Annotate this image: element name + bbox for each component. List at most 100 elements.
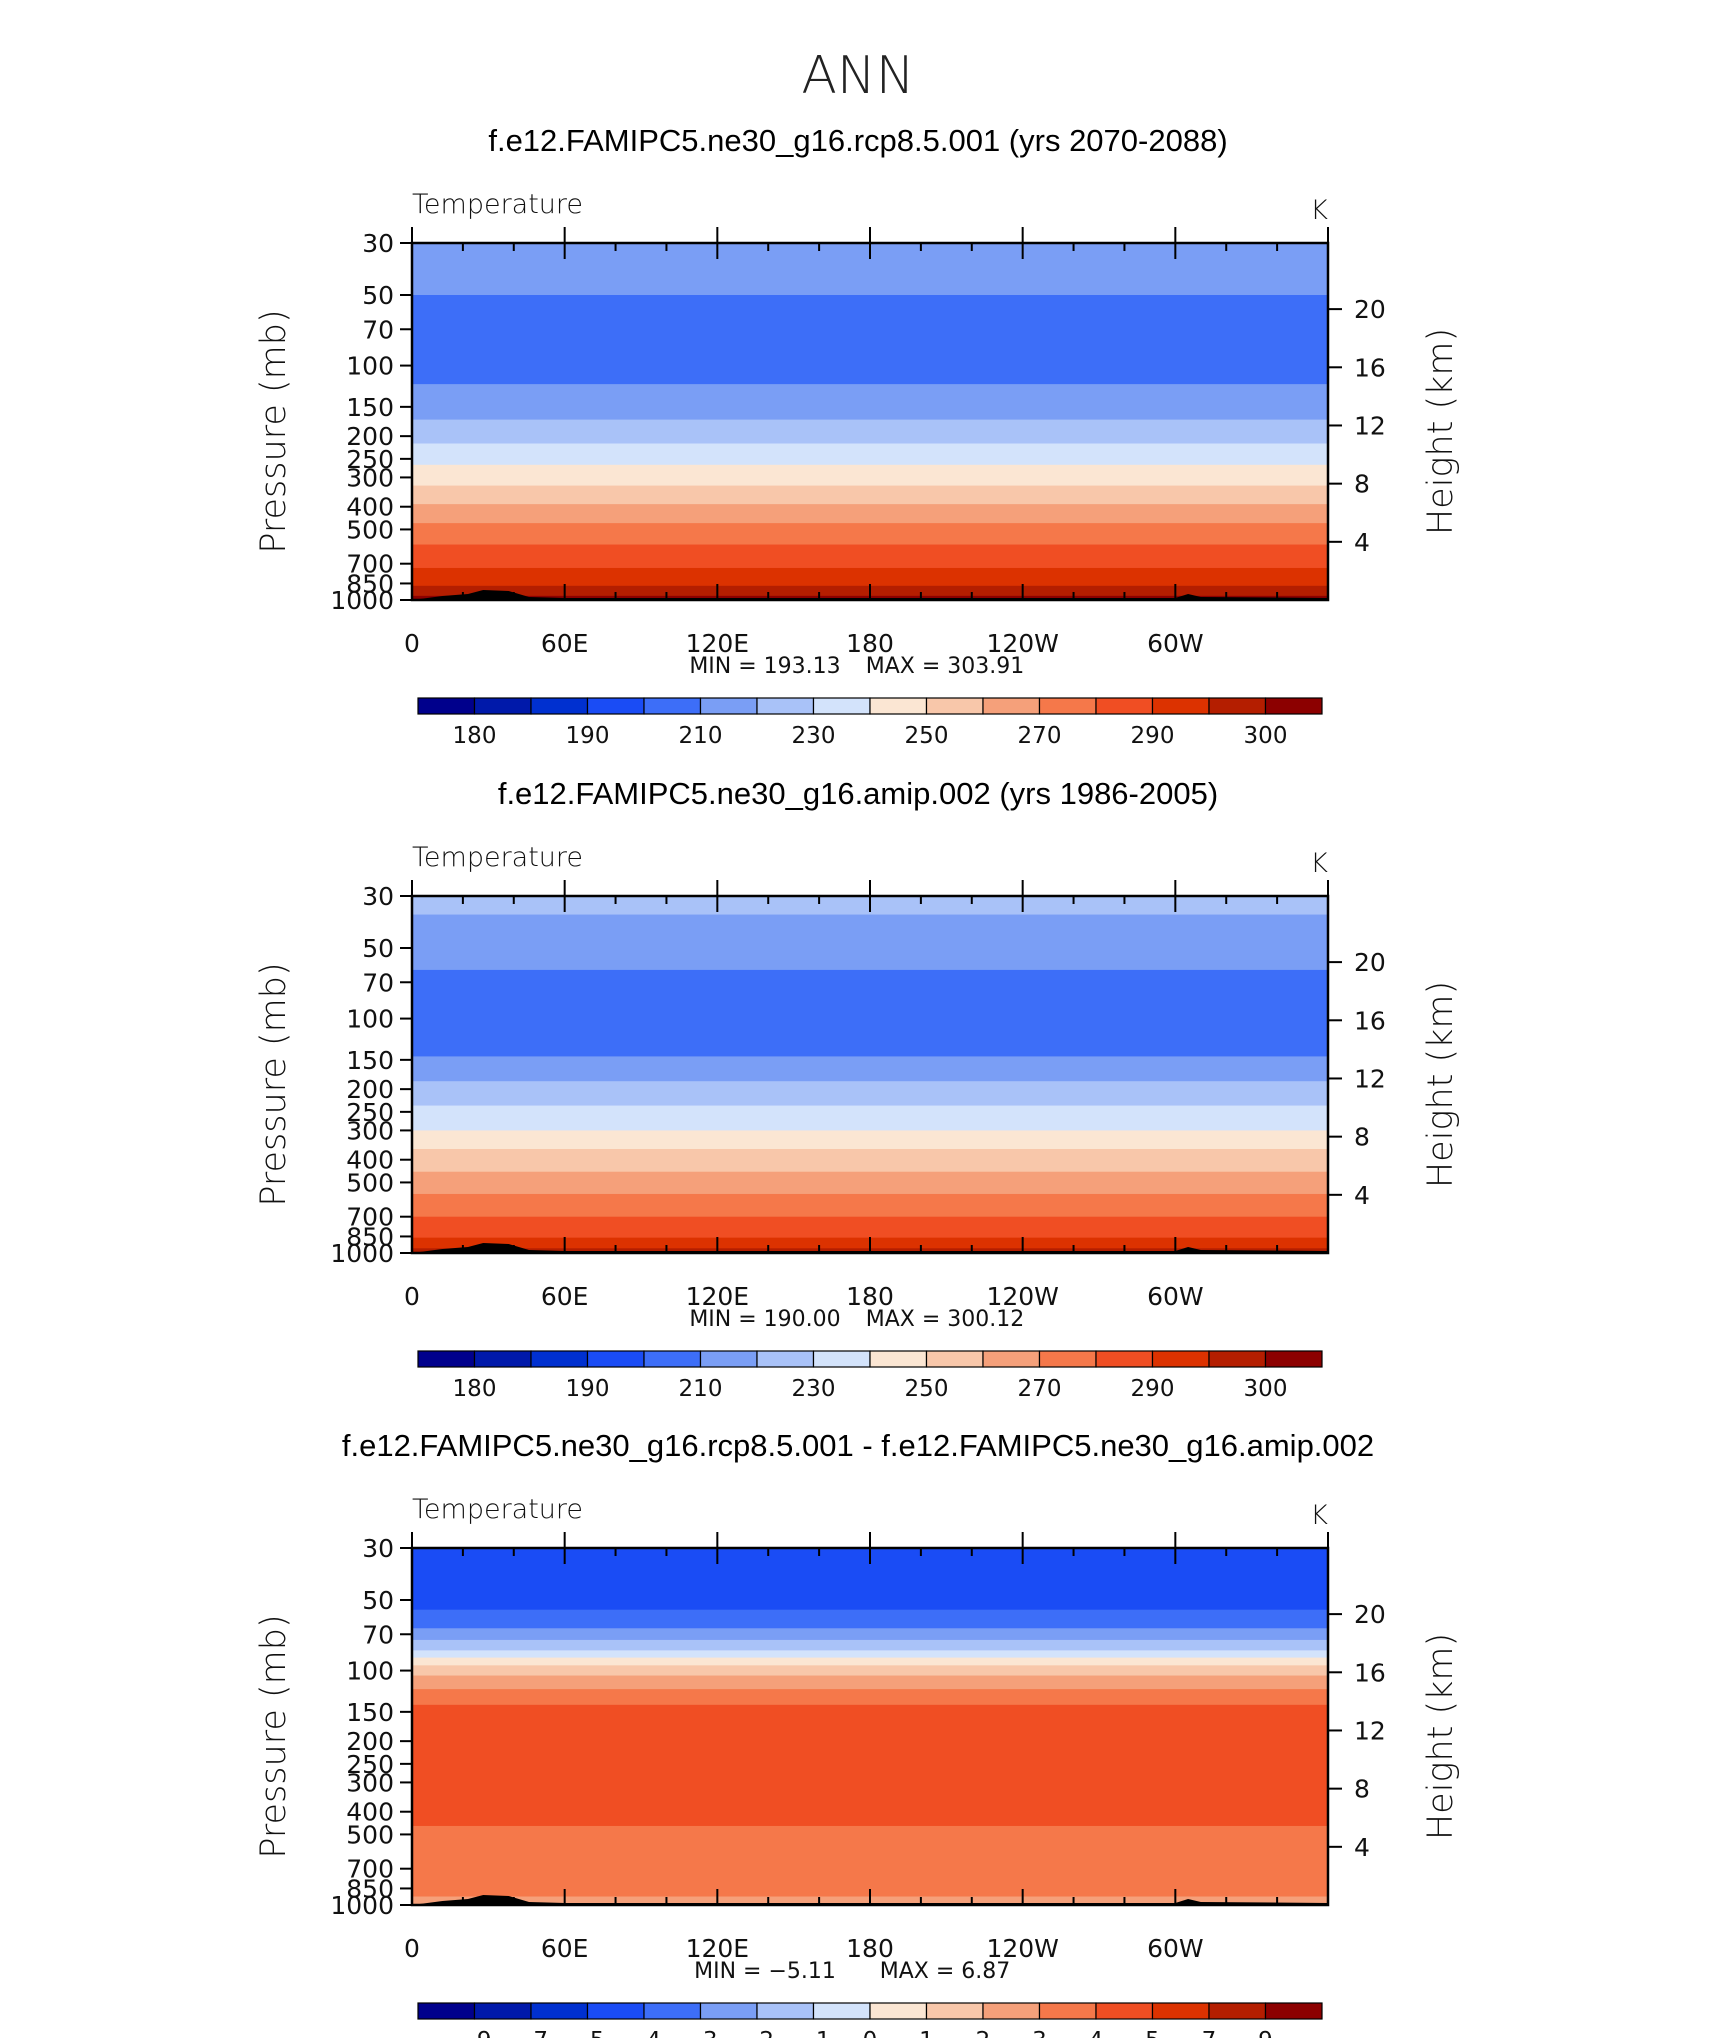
contour-band: [412, 1825, 1328, 1898]
contour-band: [412, 1130, 1328, 1150]
min-label: MIN = −5.11: [694, 1959, 836, 1984]
y-tick-label: 500: [346, 1168, 394, 1197]
x-tick-label: 0: [404, 1282, 420, 1311]
y-tick-label: 200: [346, 1075, 394, 1104]
y-tick-label: 50: [362, 934, 394, 963]
colorbar-box: [643, 1350, 702, 1368]
contour-band: [412, 1105, 1328, 1132]
right-tick-label: 8: [1354, 470, 1370, 499]
panel-3: [400, 1532, 1342, 2020]
right-tick-label: 8: [1354, 1775, 1370, 1804]
colorbar-box: [1038, 1350, 1097, 1368]
x-tick-label: 120E: [686, 1934, 750, 1963]
panel-title: f.e12.FAMIPC5.ne30_g16.rcp8.5.001 (yrs 2…: [488, 123, 1227, 158]
y-axis-label: Pressure (mb): [254, 962, 294, 1206]
right-tick-label: 20: [1354, 1600, 1386, 1629]
colorbar-box: [925, 1350, 984, 1368]
variable-label: Temperature: [412, 189, 583, 220]
x-tick-label: 180: [846, 1934, 894, 1963]
y-tick-label: 70: [362, 1620, 394, 1649]
colorbar-label: −2: [740, 2028, 774, 2038]
colorbar-box: [643, 2002, 702, 2020]
y-tick-label: 300: [346, 1116, 394, 1145]
colorbar-box: [756, 2002, 815, 2020]
colorbar-label: 190: [566, 723, 610, 749]
contour-band: [412, 1665, 1328, 1677]
right-tick-label: 12: [1354, 411, 1386, 440]
colorbar-box: [473, 697, 532, 715]
y-tick-label: 1000: [330, 1239, 394, 1268]
variable-label: Temperature: [412, 842, 583, 873]
contour-band: [412, 1148, 1328, 1173]
contour-band: [412, 1081, 1328, 1107]
contour-band: [412, 443, 1328, 466]
colorbar-box: [417, 1350, 476, 1368]
colorbar-box: [699, 1350, 758, 1368]
colorbar-label: −7: [514, 2028, 548, 2038]
y-tick-label: 1000: [330, 1891, 394, 1920]
x-tick-label: 60E: [541, 1934, 589, 1963]
contour-band: [412, 1216, 1328, 1239]
min-label: MIN = 190.00: [689, 1307, 840, 1332]
y-tick-label: 700: [346, 1203, 394, 1232]
colorbar-label: 270: [1018, 1376, 1062, 1402]
contour-band: [412, 1171, 1328, 1195]
colorbar-box: [643, 697, 702, 715]
max-label: MAX = 303.91: [866, 654, 1025, 679]
colorbar-label: −1: [797, 2028, 831, 2038]
colorbar-box: [1095, 2002, 1154, 2020]
contour-band: [412, 485, 1328, 505]
colorbar-label: 7: [1202, 2028, 1217, 2038]
right-tick-label: 8: [1354, 1123, 1370, 1152]
y-tick-label: 150: [346, 1046, 394, 1075]
y-tick-label: 400: [346, 1146, 394, 1175]
colorbar-box: [756, 1350, 815, 1368]
right-tick-label: 16: [1354, 1658, 1386, 1687]
colorbar-label: 250: [905, 1376, 949, 1402]
y-tick-label: 50: [362, 1586, 394, 1615]
y-tick-label: 100: [346, 1657, 394, 1686]
contour-field: [412, 896, 1328, 1253]
colorbar-box: [812, 2002, 871, 2020]
colorbar-label: 4: [1089, 2028, 1104, 2038]
y-tick-label: 50: [362, 281, 394, 310]
colorbar-box: [1095, 697, 1154, 715]
colorbar-label: 210: [679, 723, 723, 749]
contour-field: [412, 1548, 1328, 1905]
right-axis-label: Height (km): [1421, 981, 1461, 1188]
y-tick-label: 400: [346, 1798, 394, 1827]
x-tick-label: 0: [404, 629, 420, 658]
x-tick-label: 60E: [541, 1282, 589, 1311]
colorbar-label: −5: [571, 2028, 605, 2038]
right-tick-label: 12: [1354, 1716, 1386, 1745]
panel-1: [400, 227, 1342, 715]
variable-label: Temperature: [412, 1494, 583, 1525]
contour-band: [412, 419, 1328, 445]
contour-band: [412, 504, 1328, 524]
y-axis-label: Pressure (mb): [254, 1614, 294, 1858]
panel-title: f.e12.FAMIPC5.ne30_g16.rcp8.5.001 - f.e1…: [342, 1428, 1374, 1463]
colorbar-box: [982, 2002, 1041, 2020]
y-tick-label: 150: [346, 393, 394, 422]
colorbar-box: [1264, 1350, 1323, 1368]
y-tick-label: 1000: [330, 586, 394, 615]
colorbar-box: [417, 697, 476, 715]
colorbar-box: [925, 2002, 984, 2020]
y-tick-label: 500: [346, 515, 394, 544]
y-tick-label: 30: [362, 1534, 394, 1563]
contour-band: [412, 384, 1328, 421]
colorbar-box: [417, 2002, 476, 2020]
contour-band: [412, 969, 1328, 1058]
contour-band: [412, 544, 1328, 569]
contour-band: [412, 1689, 1328, 1706]
right-tick-label: 4: [1354, 1833, 1370, 1862]
colorbar-label: 270: [1018, 723, 1062, 749]
colorbar-label: 230: [792, 1376, 836, 1402]
x-tick-label: 180: [846, 629, 894, 658]
contour-band: [412, 1675, 1328, 1690]
panel-2: [400, 880, 1342, 1368]
colorbar-label: 300: [1244, 1376, 1288, 1402]
right-tick-label: 16: [1354, 1006, 1386, 1035]
colorbar-box: [982, 697, 1041, 715]
